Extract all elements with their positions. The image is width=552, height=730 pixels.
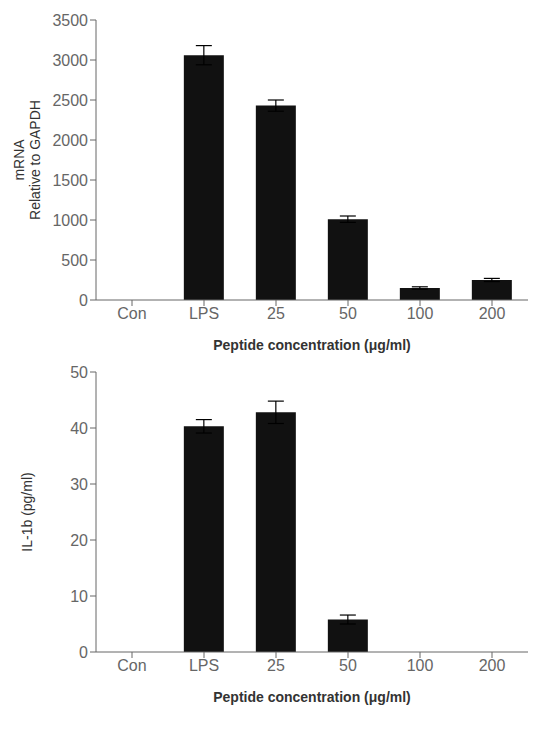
svg-text:30: 30 — [70, 476, 88, 493]
svg-text:50: 50 — [70, 364, 88, 381]
svg-text:200: 200 — [479, 657, 506, 674]
svg-text:1500: 1500 — [52, 172, 88, 189]
svg-text:2500: 2500 — [52, 92, 88, 109]
svg-text:200: 200 — [479, 305, 506, 322]
svg-text:3500: 3500 — [52, 12, 88, 29]
svg-text:50: 50 — [339, 657, 357, 674]
svg-text:100: 100 — [407, 657, 434, 674]
svg-text:3000: 3000 — [52, 52, 88, 69]
svg-text:25: 25 — [267, 305, 285, 322]
svg-text:IL-1b (pg/ml): IL-1b (pg/ml) — [19, 472, 35, 551]
svg-text:50: 50 — [339, 305, 357, 322]
svg-text:Peptide concentration (μg/ml): Peptide concentration (μg/ml) — [213, 689, 411, 705]
svg-text:mRNARelative to GAPDH: mRNARelative to GAPDH — [11, 100, 44, 220]
svg-text:25: 25 — [267, 657, 285, 674]
svg-text:Con: Con — [117, 305, 146, 322]
svg-text:2000: 2000 — [52, 132, 88, 149]
svg-text:10: 10 — [70, 588, 88, 605]
svg-text:0: 0 — [79, 644, 88, 661]
svg-text:40: 40 — [70, 420, 88, 437]
svg-text:LPS: LPS — [189, 305, 219, 322]
svg-text:0: 0 — [79, 292, 88, 309]
svg-text:Con: Con — [117, 657, 146, 674]
svg-text:LPS: LPS — [189, 657, 219, 674]
svg-text:Peptide concentration (μg/ml): Peptide concentration (μg/ml) — [213, 337, 411, 353]
svg-text:20: 20 — [70, 532, 88, 549]
svg-text:100: 100 — [407, 305, 434, 322]
svg-text:500: 500 — [61, 252, 88, 269]
svg-text:1000: 1000 — [52, 212, 88, 229]
